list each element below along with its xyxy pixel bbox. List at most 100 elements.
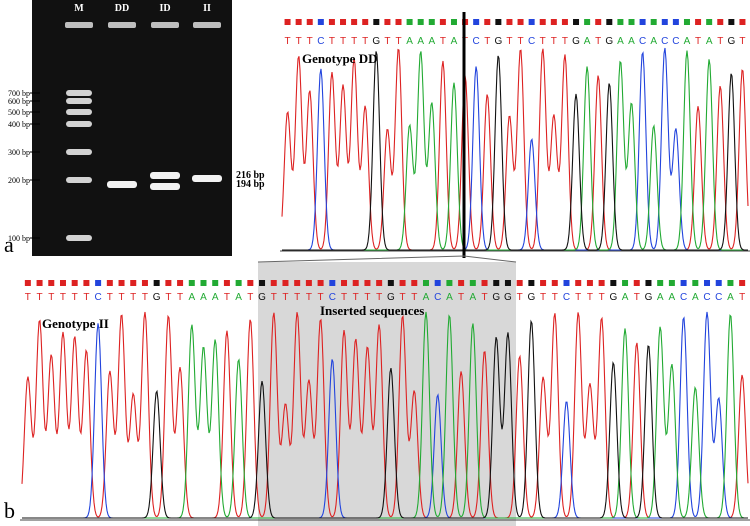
base-call-square: [282, 280, 289, 286]
base-letter: T: [739, 36, 745, 47]
base-call-square: [584, 19, 591, 25]
base-letter: C: [329, 292, 336, 303]
panel-letter-a: a: [4, 232, 14, 257]
base-call-square: [422, 280, 429, 286]
base-call-square: [329, 280, 336, 286]
dna-band: [150, 183, 180, 190]
base-call-square: [395, 19, 402, 25]
base-letter: C: [672, 36, 679, 47]
base-letter: A: [657, 292, 664, 303]
base-letter: T: [400, 292, 406, 303]
base-letter: T: [284, 36, 290, 47]
base-call-square: [340, 19, 347, 25]
base-call-square: [610, 280, 617, 286]
base-letter: T: [739, 292, 745, 303]
base-call-square: [341, 280, 348, 286]
gel-image: M DD ID II: [32, 0, 232, 256]
base-call-square: [306, 19, 313, 25]
base-letter: C: [563, 292, 570, 303]
base-letter: T: [318, 292, 324, 303]
base-letter: T: [575, 292, 581, 303]
base-letter: T: [296, 36, 302, 47]
base-letter: A: [451, 36, 458, 47]
lane-label: ID: [159, 3, 170, 14]
base-call-square: [586, 280, 593, 286]
base-call-square: [551, 280, 558, 286]
base-letter: T: [37, 292, 43, 303]
base-letter: A: [669, 292, 676, 303]
base-call-square: [495, 19, 502, 25]
base-call-square: [728, 19, 735, 25]
dna-band: [150, 172, 180, 179]
base-letter: T: [60, 292, 66, 303]
base-call-square: [141, 280, 148, 286]
base-letter: A: [212, 292, 219, 303]
base-letter: T: [165, 292, 171, 303]
base-letter: A: [692, 292, 699, 303]
insertion-callout: [257, 255, 517, 263]
base-call-square: [622, 280, 629, 286]
base-call-square: [235, 280, 242, 286]
base-call-square: [259, 280, 266, 286]
base-call-square: [595, 19, 602, 25]
base-call-square: [575, 280, 582, 286]
ladder-band: [66, 121, 92, 127]
base-call-square: [692, 280, 699, 286]
base-letter: A: [406, 36, 413, 47]
base-letter: T: [72, 292, 78, 303]
base-call-square: [540, 280, 547, 286]
base-letter: G: [494, 36, 502, 47]
gel-background: [32, 0, 232, 256]
base-call-square: [706, 19, 713, 25]
base-call-square: [473, 19, 480, 25]
base-letter: C: [317, 36, 324, 47]
base-call-square: [516, 280, 523, 286]
base-call-square: [727, 280, 734, 286]
base-call-square: [364, 280, 371, 286]
base-letter: T: [540, 292, 546, 303]
base-letter: A: [628, 36, 635, 47]
gel-well: [151, 22, 179, 28]
base-call-square: [539, 19, 546, 25]
base-letter: C: [528, 36, 535, 47]
base-letter: C: [434, 292, 441, 303]
ladder-band: [66, 235, 92, 241]
base-letter: T: [307, 36, 313, 47]
base-letter: T: [364, 292, 370, 303]
gel-well: [108, 22, 136, 28]
base-call-square: [598, 280, 605, 286]
base-letter: A: [684, 36, 691, 47]
base-letter: T: [395, 36, 401, 47]
ladder-size-label: 500 bp: [8, 108, 30, 117]
base-call-square: [428, 19, 435, 25]
trace-G: [282, 51, 748, 251]
base-call-square: [406, 19, 413, 25]
base-letter: T: [83, 292, 89, 303]
base-call-square: [295, 19, 302, 25]
base-letter: T: [562, 36, 568, 47]
base-letter: T: [587, 292, 593, 303]
base-call-square: [469, 280, 476, 286]
base-letter: A: [235, 292, 242, 303]
base-letter: G: [372, 36, 380, 47]
base-call-square: [284, 19, 291, 25]
base-call-square: [270, 280, 277, 286]
base-letter: G: [258, 292, 266, 303]
base-letter: T: [340, 36, 346, 47]
base-letter: T: [506, 36, 512, 47]
base-call-square: [668, 280, 675, 286]
base-call-square: [351, 19, 358, 25]
base-letter: C: [661, 36, 668, 47]
base-letter: T: [376, 292, 382, 303]
ladder-size-label: 300 bp: [8, 148, 30, 157]
base-letter: G: [605, 36, 613, 47]
base-call-square: [481, 280, 488, 286]
base-letter: T: [595, 36, 601, 47]
base-letter: A: [727, 292, 734, 303]
base-call-square: [417, 19, 424, 25]
base-call-square: [411, 280, 418, 286]
base-call-square: [24, 280, 31, 286]
base-call-square: [661, 19, 668, 25]
